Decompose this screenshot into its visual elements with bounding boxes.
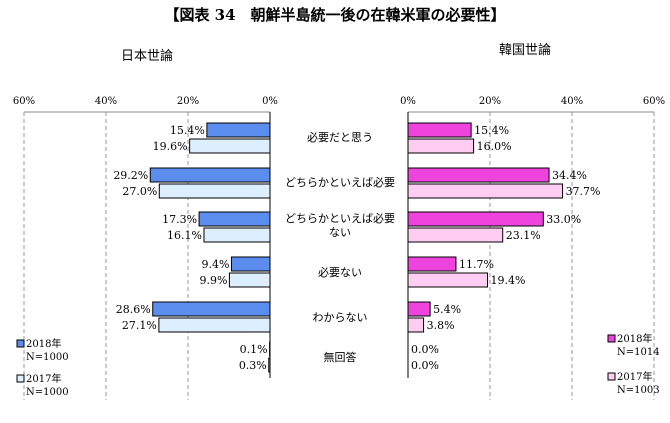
category-label: 必要ない	[318, 266, 362, 279]
japan-value-label-2017: 0.3%	[239, 359, 267, 372]
japan-tick-label: 40%	[95, 96, 117, 107]
korea-legend-sample: N=1003	[617, 385, 660, 396]
korea-value-label-2018: 15.4%	[474, 124, 509, 137]
japan-legend-year: 2017年	[26, 372, 61, 385]
japan-value-label-2018: 17.3%	[162, 213, 197, 226]
japan-bar-2017	[228, 272, 271, 288]
japan-bar-2017	[189, 138, 271, 154]
japan-tick-label: 20%	[177, 96, 199, 107]
category-label: 必要だと思う	[307, 131, 373, 144]
korea-bar-2018	[407, 301, 431, 317]
japan-bar-2017	[268, 357, 271, 373]
japan-value-label-2017: 27.1%	[122, 319, 157, 332]
japan-legend-swatch	[16, 339, 25, 348]
korea-bar-2017	[407, 227, 504, 243]
japan-legend-sample: N=1000	[26, 387, 69, 398]
korea-tick-label: 60%	[643, 96, 665, 107]
korea-bar-2017	[407, 138, 475, 154]
korea-panel-title: 韓国世論	[499, 42, 551, 58]
korea-value-label-2018: 0.0%	[411, 343, 439, 356]
category-label: わからない	[313, 311, 368, 324]
japan-tick-label: 0%	[262, 96, 278, 107]
japan-bar-2018	[152, 301, 271, 317]
korea-bar-2018	[407, 211, 544, 227]
korea-bar-2017	[407, 272, 489, 288]
japan-value-label-2017: 16.1%	[167, 229, 202, 242]
category-label: 無回答	[324, 350, 357, 364]
korea-value-label-2017: 37.7%	[566, 185, 601, 198]
korea-value-label-2017: 16.0%	[477, 140, 512, 153]
japan-value-label-2018: 29.2%	[113, 169, 148, 182]
korea-value-label-2018: 5.4%	[433, 303, 461, 316]
japan-bar-2018	[149, 167, 271, 183]
korea-value-label-2018: 11.7%	[459, 258, 494, 271]
plot-area: 0% 20% 40% 60% 0% 20% 40% 60% 15.4% 29.2% 17.3% 9.4…	[13, 96, 665, 400]
japan-bar-2017	[158, 317, 271, 333]
korea-value-label-2018: 33.0%	[546, 213, 581, 226]
japan-value-label-2018: 0.1%	[240, 343, 268, 356]
korea-tick-label: 0%	[400, 96, 416, 107]
category-label: どちらかといえば必要ない	[285, 212, 395, 239]
japan-value-label-2018: 9.4%	[202, 258, 230, 271]
japan-bar-2017	[158, 183, 271, 199]
category-label: どちらかといえば必要	[285, 176, 395, 189]
korea-value-label-2017: 3.8%	[427, 319, 455, 332]
korea-value-label-2017: 23.1%	[506, 229, 541, 242]
japan-value-label-2017: 9.9%	[199, 274, 227, 287]
korea-value-label-2017: 19.4%	[491, 274, 526, 287]
korea-bar-2017	[407, 317, 425, 333]
japan-legend-swatch	[16, 374, 25, 383]
korea-legend-sample: N=1014	[617, 347, 660, 358]
japan-bar-2018	[198, 211, 271, 227]
japan-value-label-2017: 27.0%	[122, 185, 157, 198]
japan-bar-2017	[203, 227, 271, 243]
korea-legend-year: 2018年	[617, 332, 652, 345]
japan-tick-label: 60%	[13, 96, 35, 107]
japan-panel-title: 日本世論	[121, 48, 173, 64]
chart-title: 【図表 34 朝鮮半島統一後の在韓米軍の必要性】	[164, 6, 505, 24]
korea-tick-label: 40%	[561, 96, 583, 107]
korea-tick-label: 20%	[479, 96, 501, 107]
japan-legend-year: 2018年	[26, 337, 61, 350]
japan-bar-2018	[230, 256, 271, 272]
japan-value-label-2018: 28.6%	[116, 303, 151, 316]
japan-value-label-2017: 19.6%	[153, 140, 188, 153]
korea-legend-year: 2017年	[617, 370, 652, 383]
japan-value-label-2018: 15.4%	[170, 124, 205, 137]
korea-bar-2018	[407, 167, 550, 183]
korea-legend-swatch	[607, 334, 616, 343]
korea-legend-swatch	[607, 372, 616, 381]
japan-legend-sample: N=1000	[26, 352, 69, 363]
japan-bar-2018	[206, 122, 271, 138]
korea-bar-2018	[407, 122, 472, 138]
korea-value-label-2018: 34.4%	[552, 169, 587, 182]
korea-bar-2018	[407, 256, 457, 272]
korea-value-label-2017: 0.0%	[411, 359, 439, 372]
korea-bar-2017	[407, 183, 564, 199]
